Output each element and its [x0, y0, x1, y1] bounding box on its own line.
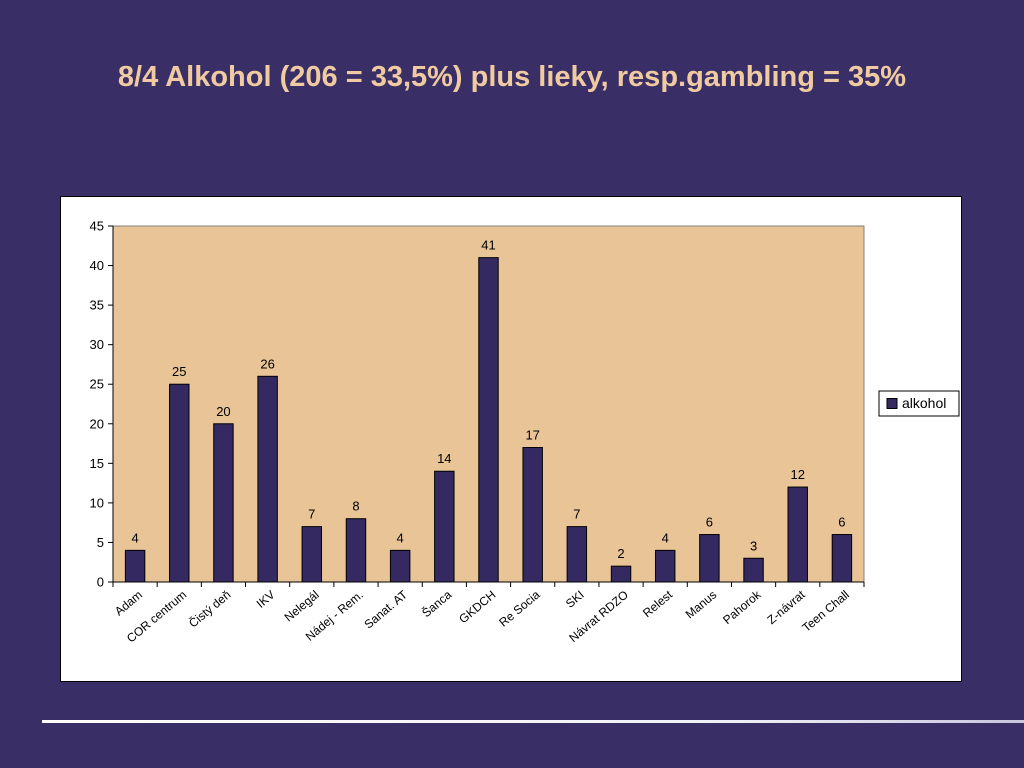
data-label: 14 — [437, 451, 451, 466]
x-tick-label: Manus — [683, 588, 720, 622]
x-tick-label: Šanca — [419, 587, 455, 621]
x-tick-label: IKV — [254, 588, 278, 611]
bar — [610, 565, 632, 583]
data-label: 25 — [172, 364, 186, 379]
x-tick-label: Pahorok — [720, 587, 764, 627]
bar — [566, 526, 588, 583]
chart-frame: 0 5 10 15 20 25 30 35 40 45 4 Adam 25 COR centrum 20 Či… — [60, 196, 962, 682]
bar — [124, 549, 146, 583]
bar — [478, 257, 499, 583]
data-label: 41 — [481, 238, 495, 253]
bar — [522, 447, 543, 583]
bar — [831, 534, 853, 583]
data-label: 4 — [662, 530, 669, 545]
y-tick-label: 45 — [90, 219, 104, 234]
data-label: 4 — [131, 530, 138, 545]
data-label: 7 — [573, 507, 580, 522]
bar — [787, 486, 808, 583]
x-tick-label: Čistý deň — [185, 587, 233, 631]
data-label: 8 — [352, 499, 359, 514]
data-label: 2 — [617, 546, 624, 561]
y-tick-label: 35 — [90, 298, 104, 313]
bar — [654, 549, 676, 583]
data-label: 6 — [706, 515, 713, 530]
data-label: 26 — [260, 356, 274, 371]
bar — [169, 383, 190, 583]
x-tick-label: Sanat. AT — [361, 587, 410, 631]
x-tick-label: GKDCH — [456, 588, 498, 627]
bar — [699, 534, 720, 583]
y-tick-label: 40 — [90, 258, 104, 273]
y-tick-label: 25 — [90, 377, 104, 392]
bar — [743, 557, 764, 583]
y-tick-label: 0 — [97, 575, 104, 590]
data-label: 7 — [308, 507, 315, 522]
x-tick-label: Re Socia — [496, 587, 543, 629]
y-tick-label: 20 — [90, 416, 104, 431]
data-label: 12 — [791, 467, 805, 482]
data-label: 20 — [216, 404, 230, 419]
data-label: 4 — [397, 530, 404, 545]
x-tick-label: Relest — [640, 587, 676, 620]
y-tick-label: 5 — [97, 535, 104, 550]
footer-divider — [42, 720, 1024, 723]
bar — [213, 423, 234, 583]
y-tick-label: 30 — [90, 337, 104, 352]
data-label: 17 — [525, 428, 539, 443]
bar — [257, 375, 278, 583]
bar — [389, 549, 411, 583]
y-tick-label: 15 — [90, 456, 104, 471]
data-label: 6 — [838, 515, 845, 530]
slide-title: 8/4 Alkohol (206 = 33,5%) plus lieky, re… — [117, 61, 907, 93]
legend-swatch — [886, 398, 898, 409]
bar — [434, 470, 455, 583]
x-tick-label: Nelegál — [282, 588, 322, 625]
data-label: 3 — [750, 538, 757, 553]
bar — [301, 526, 323, 583]
x-tick-label: Adam — [112, 588, 145, 619]
legend-label: alkohol — [902, 395, 946, 411]
x-tick-label: Teen Chall — [799, 588, 851, 635]
x-tick-label: SKI — [563, 588, 587, 611]
y-tick-label: 10 — [90, 495, 104, 510]
bar — [345, 518, 367, 583]
